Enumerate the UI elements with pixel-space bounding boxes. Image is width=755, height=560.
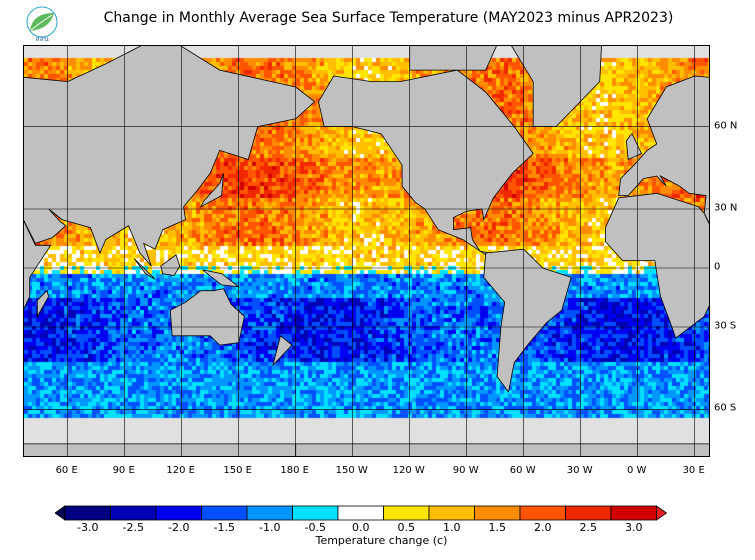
colorbar-swatch bbox=[565, 505, 612, 521]
colorbar-tick-label: 1.5 bbox=[488, 521, 507, 534]
colorbar-swatch bbox=[519, 505, 566, 521]
land-antarctica bbox=[295, 443, 709, 456]
longitude-label: 0 W bbox=[626, 465, 647, 476]
latitude-label: 60 S bbox=[714, 402, 737, 414]
land-eurasia bbox=[618, 75, 709, 224]
land-eurasia bbox=[24, 46, 316, 267]
longitude-label: 180 E bbox=[280, 465, 309, 476]
colorbar-swatch bbox=[110, 505, 157, 521]
colorbar-swatch bbox=[610, 505, 657, 521]
land-australia bbox=[169, 288, 245, 346]
colorbar-swatch bbox=[292, 505, 339, 521]
logo-text: สสน bbox=[35, 35, 49, 43]
land-greenland bbox=[511, 46, 602, 127]
colorbar-tick-label: 0.5 bbox=[397, 521, 416, 534]
land-africa bbox=[24, 220, 52, 310]
map-title: Change in Monthly Average Sea Surface Te… bbox=[103, 10, 674, 26]
colorbar-swatch bbox=[337, 505, 384, 521]
longitude-label: 120 E bbox=[166, 465, 195, 476]
colorbar-swatch bbox=[64, 505, 111, 521]
land-great-britain bbox=[625, 133, 643, 161]
colorbar-over-arrow bbox=[656, 505, 668, 521]
latitude-label: 0 bbox=[714, 261, 721, 273]
colorbar-swatch bbox=[474, 505, 521, 521]
colorbar-tick-label: -0.5 bbox=[304, 521, 326, 534]
land-africa bbox=[605, 192, 709, 339]
colorbar bbox=[55, 505, 668, 521]
longitude-label: 150 E bbox=[223, 465, 252, 476]
longitude-label: 60 E bbox=[55, 465, 78, 476]
land-south-america bbox=[483, 248, 572, 393]
colorbar-under-arrow bbox=[55, 505, 66, 521]
colorbar-tick-label: 1.0 bbox=[443, 521, 461, 534]
longitude-label: 90 E bbox=[112, 465, 135, 476]
longitude-label: 60 W bbox=[509, 465, 536, 476]
colorbar-label: Temperature change (c) bbox=[315, 534, 448, 547]
land-canadian-arctic bbox=[409, 46, 497, 71]
colorbar-swatch bbox=[246, 505, 293, 521]
land-layer bbox=[24, 46, 709, 456]
colorbar-swatch bbox=[383, 505, 430, 521]
longitude-label: 90 W bbox=[452, 465, 479, 476]
colorbar-tick-label: -1.5 bbox=[213, 521, 235, 534]
colorbar-tick-label: 3.0 bbox=[625, 521, 643, 534]
land-new-guinea bbox=[202, 269, 241, 288]
latitude-label: 30 N bbox=[714, 202, 738, 214]
colorbar-tick-label: 2.5 bbox=[579, 521, 598, 534]
colorbar-tick-label: 2.0 bbox=[534, 521, 552, 534]
longitude-label: 30 E bbox=[682, 465, 705, 476]
colorbar-tick-label: 0.0 bbox=[352, 521, 370, 534]
land-madagascar bbox=[36, 289, 50, 318]
colorbar-tick-label: -3.0 bbox=[77, 521, 99, 534]
land-antarctica bbox=[24, 443, 297, 456]
land-new-zealand bbox=[272, 335, 293, 366]
sst-map bbox=[23, 45, 710, 457]
colorbar-tick-label: -1.0 bbox=[259, 521, 281, 534]
colorbar-swatch bbox=[428, 505, 475, 521]
colorbar-swatch bbox=[201, 505, 248, 521]
latitude-label: 30 S bbox=[714, 320, 737, 332]
land-north-america bbox=[318, 69, 534, 256]
longitude-label: 30 W bbox=[566, 465, 593, 476]
longitude-label: 120 W bbox=[392, 465, 425, 476]
latitude-label: 60 N bbox=[714, 120, 738, 132]
colorbar-tick-label: -2.0 bbox=[168, 521, 190, 534]
land-japan bbox=[199, 173, 224, 208]
land-borneo bbox=[160, 254, 181, 276]
land-sumatra bbox=[133, 258, 156, 280]
longitude-label: 150 W bbox=[335, 465, 368, 476]
colorbar-swatch bbox=[155, 505, 202, 521]
colorbar-tick-label: -2.5 bbox=[122, 521, 144, 534]
logo: สสน bbox=[26, 6, 58, 43]
